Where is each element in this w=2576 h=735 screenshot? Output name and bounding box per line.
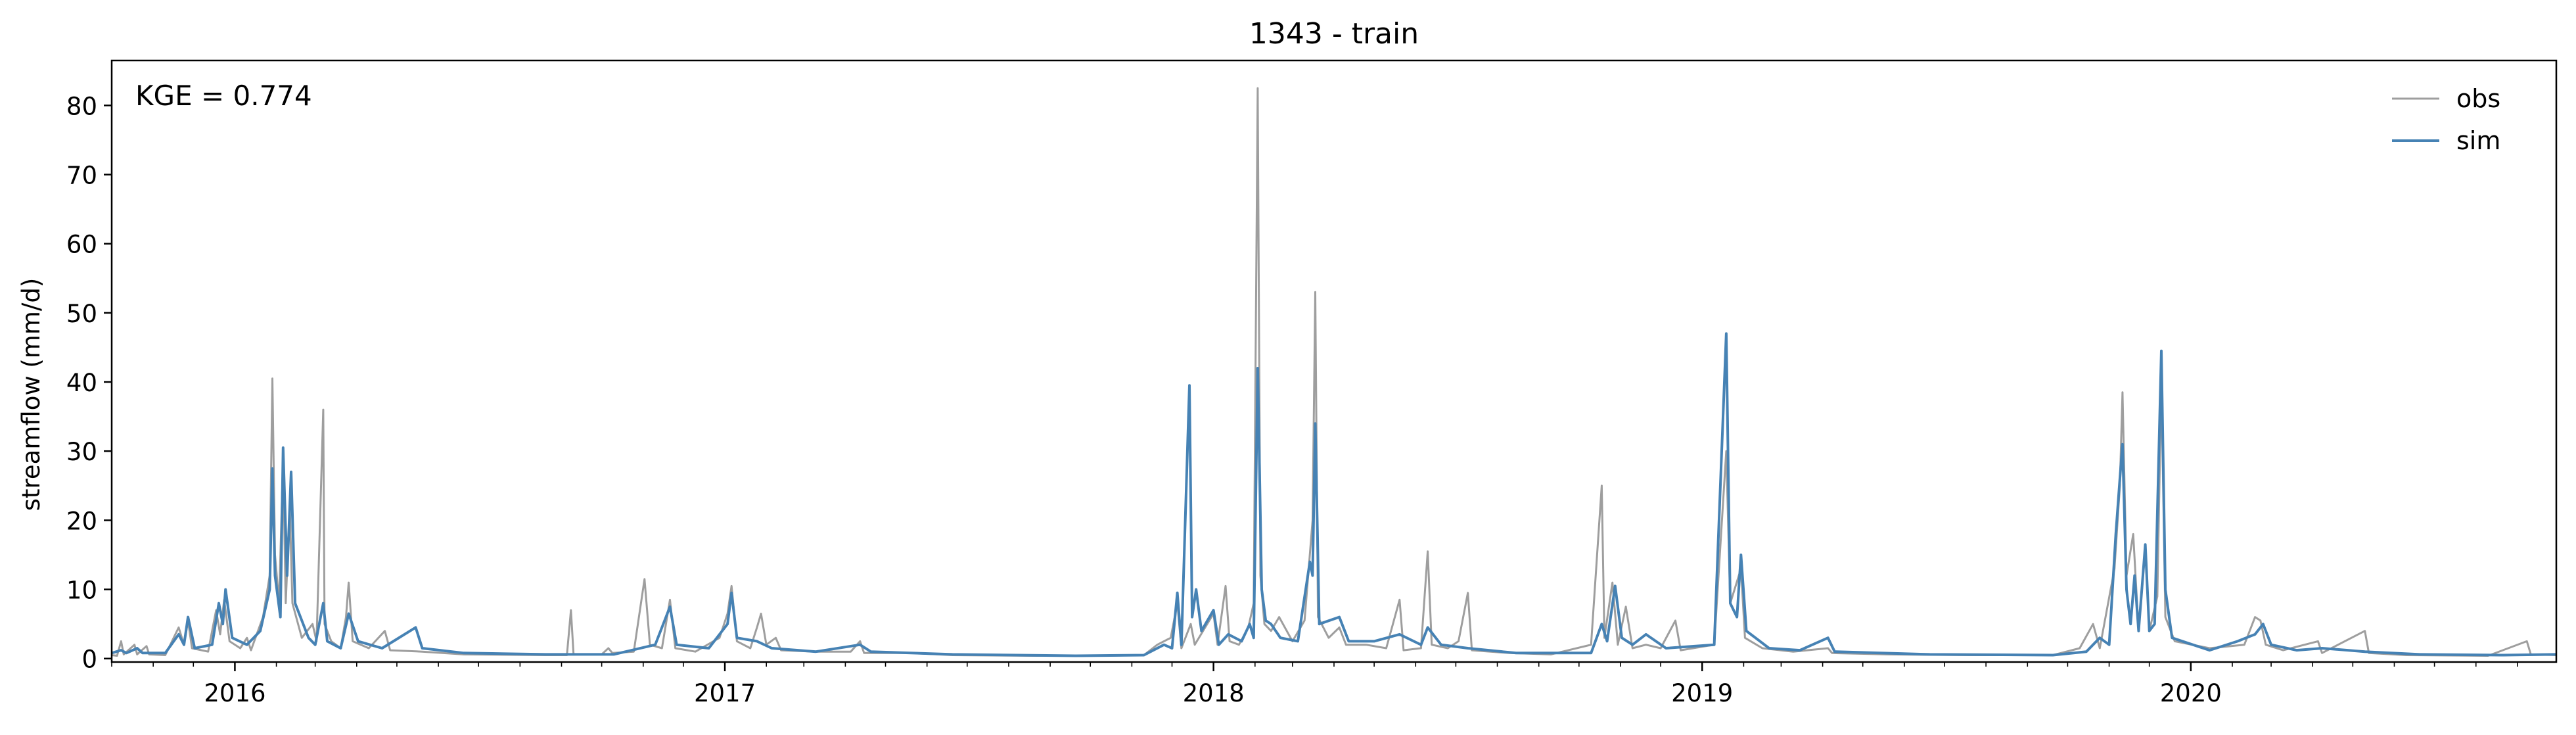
legend: obs sim xyxy=(2392,84,2500,155)
y-axis-label: streamflow (mm/d) xyxy=(17,278,45,511)
x-tick-label: 2020 xyxy=(2160,679,2222,707)
y-tick-label: 40 xyxy=(66,369,97,397)
plot-area-frame xyxy=(110,59,2558,663)
legend-label-obs: obs xyxy=(2456,84,2500,113)
y-tick-label: 60 xyxy=(66,231,97,259)
y-tick-label: 20 xyxy=(66,507,97,535)
x-tick-label: 2018 xyxy=(1183,679,1245,707)
x-tick-label: 2019 xyxy=(1671,679,1733,707)
y-axis-ticks: 0 10 20 30 40 50 60 70 80 xyxy=(66,92,112,674)
y-tick-label: 10 xyxy=(66,577,97,605)
y-tick-label: 50 xyxy=(66,300,97,328)
y-tick-label: 70 xyxy=(66,162,97,190)
y-tick-label: 0 xyxy=(81,646,97,674)
legend-label-sim: sim xyxy=(2456,126,2500,155)
y-tick-label: 80 xyxy=(66,92,97,120)
y-tick-label: 30 xyxy=(66,438,97,466)
series-line-sim xyxy=(112,332,2556,657)
kge-annotation: KGE = 0.774 xyxy=(135,80,312,112)
x-tick-label: 2017 xyxy=(694,679,756,707)
series-layer xyxy=(112,87,2556,657)
x-axis-ticks: 2016 2017 2018 2019 2020 xyxy=(111,662,2518,707)
x-tick-label: 2016 xyxy=(204,679,265,707)
chart-title: 1343 - train xyxy=(1249,17,1419,51)
